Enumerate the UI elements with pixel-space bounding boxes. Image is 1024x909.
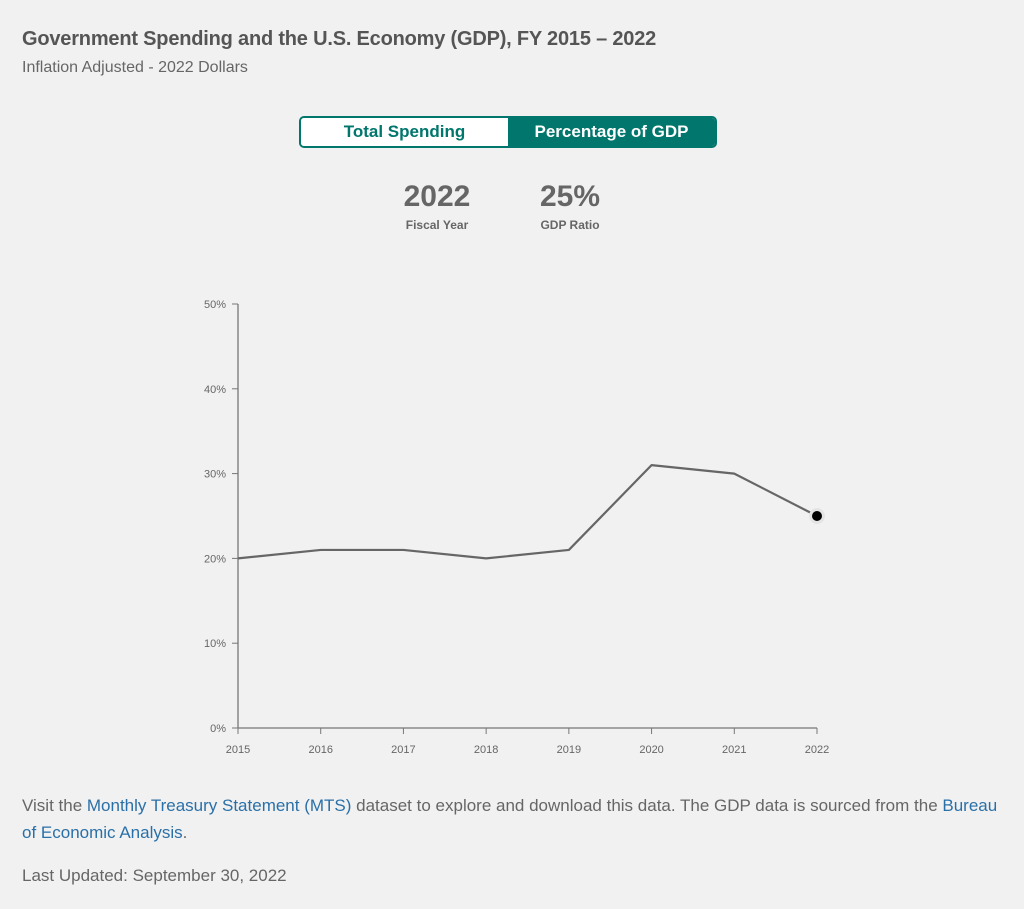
fiscal-year-value: 2022 [403,180,471,213]
data-point[interactable] [315,544,327,556]
percentage-of-gdp-toggle[interactable]: Percentage of GDP [508,118,715,146]
fiscal-year-label: Fiscal Year [405,218,469,232]
x-tick-label: 2021 [722,744,746,756]
x-tick-label: 2018 [474,744,498,756]
gdp-ratio-label: GDP Ratio [540,218,600,232]
y-tick-label: 40% [204,384,226,396]
view-toggle: Total Spending Percentage of GDP [299,116,717,148]
data-point[interactable] [728,468,740,480]
x-tick-label: 2022 [805,744,829,756]
mts-dataset-link[interactable]: Monthly Treasury Statement (MTS) [86,796,352,815]
y-tick-label: 0% [210,723,226,735]
data-point[interactable] [563,544,575,556]
data-point[interactable] [397,544,409,556]
footer-note: Visit the Monthly Treasury Statement (MT… [22,792,1002,846]
chart-title: Government Spending and the U.S. Economy… [22,28,657,50]
fiscal-year-stat: 2022 Fiscal Year [396,180,478,232]
series-line [237,464,818,560]
x-tick-label: 2016 [308,744,332,756]
data-point[interactable] [232,552,244,564]
highlight-marker[interactable] [812,511,822,521]
line-chart: 0% 10% 20% 30% 40% 50% 2015 2016 2017 2018 2019 202… [204,299,829,756]
x-tick-label: 2019 [557,744,581,756]
gdp-ratio-value: 25% [539,180,601,213]
data-point[interactable] [480,552,492,564]
y-tick-label: 30% [204,469,226,481]
footer-text-3: . [182,823,188,842]
last-updated: Last Updated: September 30, 2022 [22,866,287,885]
bea-link[interactable]: Bureau of Economic Analysis [22,796,998,842]
footer-text-2: dataset to explore and download this dat… [351,796,943,815]
chart-subtitle: Inflation Adjusted - 2022 Dollars [22,59,248,76]
footer-text-1: Visit the [22,796,87,815]
total-spending-toggle[interactable]: Total Spending [301,118,508,146]
gdp-ratio-stat: 25% GDP Ratio [530,180,610,232]
x-tick-label: 2017 [391,744,415,756]
data-point[interactable] [646,459,658,471]
y-tick-label: 10% [204,638,226,650]
x-tick-label: 2020 [639,744,663,756]
y-tick-label: 50% [204,299,226,311]
y-tick-label: 20% [204,553,226,565]
x-tick-label: 2015 [226,744,250,756]
